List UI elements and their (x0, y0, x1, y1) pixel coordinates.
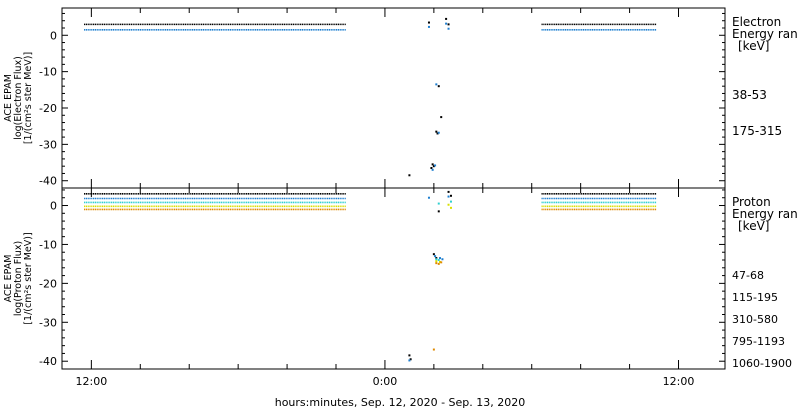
data-point (437, 131, 440, 134)
data-point (440, 261, 443, 264)
legend-entry: 1060-1900 (732, 357, 792, 370)
series-795-1193 (84, 203, 657, 263)
y-axis-label: ACE EPAM (3, 255, 14, 303)
legend-entry: 175-315 (732, 124, 782, 138)
y-tick-label: -20 (39, 277, 57, 290)
data-point (434, 255, 437, 258)
data-point (430, 167, 433, 169)
legend-entry: 310-580 (732, 313, 778, 326)
data-point (437, 85, 440, 88)
data-point (437, 259, 440, 262)
x-tick-label: 12:00 (76, 375, 108, 388)
series-175-315 (84, 22, 657, 171)
y-tick-label: -40 (39, 175, 57, 188)
y-axis-label: [1/(cm²s ster MeV)] (23, 52, 34, 144)
series-310-580 (84, 200, 657, 262)
x-tick-label: 12:00 (663, 375, 695, 388)
data-point (447, 195, 450, 198)
series-115-195 (84, 195, 657, 362)
y-axis-label: log(Electron Flux) (13, 56, 24, 140)
data-point (449, 200, 452, 203)
x-axis-title: hours:minutes, Sep. 12, 2020 - Sep. 13, … (275, 396, 526, 409)
data-point (409, 358, 412, 361)
data-point (427, 196, 430, 199)
data-point (449, 206, 452, 209)
data-point (427, 21, 430, 24)
data-point (431, 168, 434, 171)
y-tick-label: 0 (50, 29, 57, 42)
y-axis-label: ACE EPAM (3, 74, 14, 122)
series-38-53 (84, 17, 657, 177)
data-point (441, 258, 444, 261)
legend-entry: 115-195 (732, 291, 778, 304)
data-point (437, 202, 440, 205)
y-tick-label: 0 (50, 200, 57, 213)
data-point (447, 190, 450, 193)
data-point (445, 22, 448, 25)
data-point (435, 130, 438, 133)
data-point (427, 25, 430, 28)
legend-title: Energy ran (732, 27, 798, 41)
data-point (445, 17, 448, 20)
data-point (447, 203, 450, 206)
data-point (432, 165, 435, 168)
data-point (437, 262, 440, 265)
data-point (408, 174, 411, 177)
legend-title: Energy ran (732, 207, 798, 221)
data-point (435, 258, 438, 261)
data-point (434, 164, 437, 167)
data-point (408, 359, 411, 362)
data-point (435, 260, 438, 263)
y-tick-label: -40 (39, 355, 57, 368)
data-point (408, 354, 411, 357)
legend-entry: 795-1193 (732, 335, 785, 348)
data-point (447, 27, 450, 30)
y-tick-label: -30 (39, 138, 57, 151)
data-point (432, 253, 435, 256)
legend-title: [keV] (738, 219, 769, 233)
y-axis-label: log(Proton Flux) (13, 241, 24, 316)
y-tick-label: -30 (39, 316, 57, 329)
electron-frame (61, 7, 726, 189)
y-tick-label: -20 (39, 102, 57, 115)
series-1060-1900 (84, 208, 657, 351)
data-point (438, 260, 441, 263)
data-point (447, 23, 450, 26)
data-point (438, 257, 441, 260)
proton-panel: 0 -10 -20 -30 -40 ACE EPAM log(Proton Flux) [1/… (3, 187, 798, 370)
legend-title: [keV] (738, 39, 769, 53)
data-point (435, 257, 438, 260)
y-tick-label: -10 (39, 66, 57, 79)
data-point (431, 163, 434, 166)
data-point (449, 194, 452, 197)
data-point (435, 262, 438, 265)
legend-title: Electron (732, 15, 781, 29)
data-point (436, 132, 439, 135)
data-point (440, 116, 443, 119)
y-tick-label: -10 (39, 238, 57, 251)
legend-entry: 38-53 (732, 88, 767, 102)
data-point (437, 210, 440, 213)
legend-title: Proton (732, 195, 771, 209)
proton-frame (61, 187, 726, 370)
data-point (435, 83, 438, 86)
legend-entry: 47-68 (732, 269, 764, 282)
y-axis-label: [1/(cm²s ster MeV)] (23, 232, 34, 324)
data-point (432, 348, 435, 351)
x-tick-label: 0:00 (373, 375, 398, 388)
series-47-68 (84, 190, 657, 361)
